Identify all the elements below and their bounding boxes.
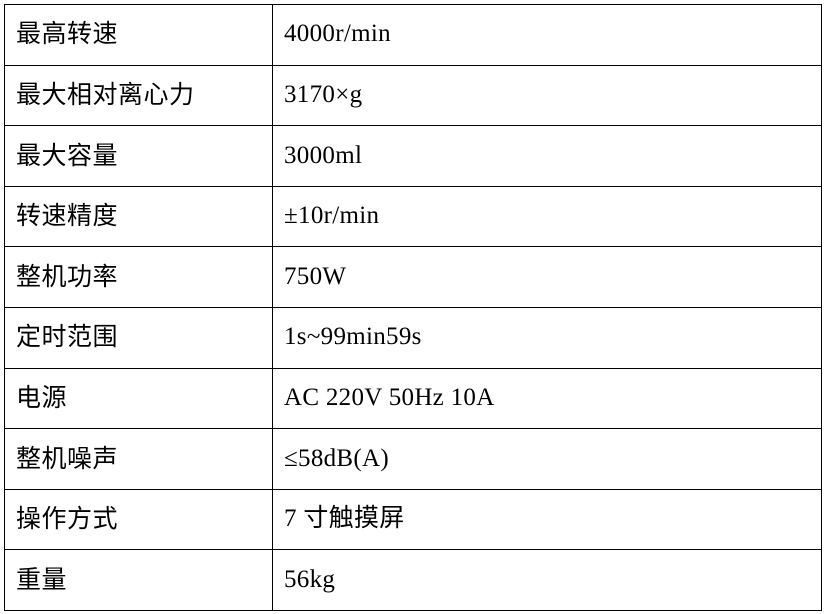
spec-label-cell: 转速精度	[4, 185, 273, 248]
table-row: 电源 AC 220V 50Hz 10A	[4, 367, 822, 430]
spec-value-cell: 750W	[272, 246, 822, 308]
spec-value-cell: 7 寸触摸屏	[272, 488, 822, 551]
spec-label-text: 整机噪声	[16, 444, 119, 473]
spec-value-cell: ≤58dB(A)	[272, 428, 822, 490]
spec-label-text: 转速精度	[16, 202, 119, 231]
spec-value-text: 1s~99min59s	[284, 323, 422, 351]
spec-value-cell: 3170×g	[272, 64, 822, 127]
spec-label-text: 操作方式	[16, 505, 119, 534]
spec-value-text: 750W	[284, 262, 347, 290]
spec-label-text: 最高转速	[16, 20, 119, 49]
spec-value-text: 56kg	[284, 565, 336, 593]
table-row: 整机功率 750W	[4, 246, 822, 308]
spec-label-cell: 最高转速	[4, 4, 273, 66]
spec-label-cell: 最大相对离心力	[4, 64, 273, 127]
table-row: 整机噪声 ≤58dB(A)	[4, 428, 822, 490]
spec-value-cell: 4000r/min	[272, 4, 822, 66]
spec-value-text: AC 220V 50Hz 10A	[284, 383, 495, 411]
spec-value-text: 7 寸触摸屏	[284, 505, 405, 533]
spec-label-cell: 电源	[4, 367, 273, 430]
spec-value-text: ±10r/min	[284, 202, 380, 230]
spec-label-cell: 整机噪声	[4, 428, 273, 490]
table-row: 最高转速 4000r/min	[4, 4, 822, 66]
table-row: 最大相对离心力 3170×g	[4, 64, 822, 127]
spec-label-cell: 最大容量	[4, 125, 273, 187]
spec-value-cell: 56kg	[272, 549, 822, 611]
spec-label-cell: 整机功率	[4, 246, 273, 308]
table-row: 重量 56kg	[4, 549, 822, 611]
spec-value-text: ≤58dB(A)	[284, 444, 389, 472]
spec-label-text: 定时范围	[16, 323, 119, 352]
spec-label-text: 最大相对离心力	[16, 81, 195, 110]
spec-value-cell: ±10r/min	[272, 185, 822, 248]
specification-table-container: 最高转速 4000r/min 最大相对离心力 3170×g 最大容量 3000ml 转速精度…	[4, 4, 822, 611]
spec-label-cell: 操作方式	[4, 488, 273, 551]
spec-value-text: 4000r/min	[284, 20, 391, 48]
spec-label-text: 重量	[16, 565, 68, 594]
spec-label-text: 整机功率	[16, 262, 119, 291]
spec-label-cell: 定时范围	[4, 306, 273, 369]
table-row: 转速精度 ±10r/min	[4, 185, 822, 248]
spec-value-text: 3000ml	[284, 141, 363, 169]
specification-table-body: 最高转速 4000r/min 最大相对离心力 3170×g 最大容量 3000ml 转速精度…	[4, 4, 822, 611]
spec-value-cell: 3000ml	[272, 125, 822, 187]
spec-label-text: 电源	[16, 383, 68, 412]
spec-label-cell: 重量	[4, 549, 273, 611]
specification-table: 最高转速 4000r/min 最大相对离心力 3170×g 最大容量 3000ml 转速精度…	[4, 4, 822, 611]
spec-value-cell: AC 220V 50Hz 10A	[272, 367, 822, 430]
spec-value-text: 3170×g	[284, 81, 363, 109]
table-row: 定时范围 1s~99min59s	[4, 306, 822, 369]
table-row: 操作方式 7 寸触摸屏	[4, 488, 822, 551]
spec-label-text: 最大容量	[16, 141, 119, 170]
table-row: 最大容量 3000ml	[4, 125, 822, 187]
spec-value-cell: 1s~99min59s	[272, 306, 822, 369]
